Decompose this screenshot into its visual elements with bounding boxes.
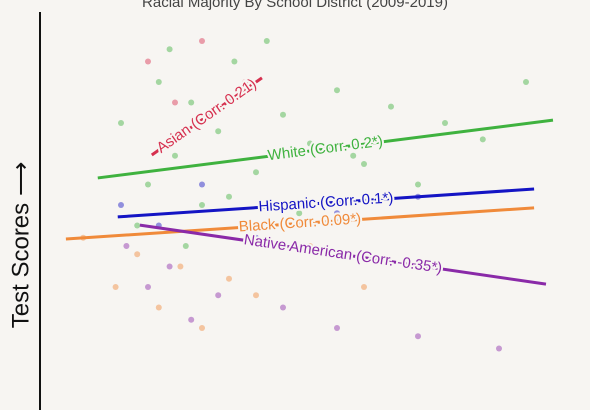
y-axis-label: Test Scores ⟶ xyxy=(7,162,34,328)
scatter-point xyxy=(242,79,249,85)
trend-line xyxy=(150,76,263,157)
scatter-point xyxy=(280,111,286,118)
scatter-point xyxy=(307,243,313,249)
scatter-point xyxy=(415,181,421,188)
scatter-point xyxy=(296,210,303,217)
trend-line xyxy=(65,206,535,241)
trend-line xyxy=(139,223,547,286)
scatter-point xyxy=(226,193,232,200)
scatter-point xyxy=(118,202,124,208)
scatter-point xyxy=(523,79,529,85)
scatter-point xyxy=(215,128,222,135)
scatter-point xyxy=(134,222,141,229)
scatter-point xyxy=(442,120,448,126)
scatter-point xyxy=(199,181,205,188)
scatter-point xyxy=(188,99,195,106)
scatter-point xyxy=(280,304,286,311)
scatter-point xyxy=(334,87,340,94)
scatter-point xyxy=(361,161,367,167)
scatter-point xyxy=(350,152,357,159)
scatter-point xyxy=(199,325,205,331)
scatter-point xyxy=(182,243,189,249)
scatter-point xyxy=(118,120,124,126)
scatter-point xyxy=(172,152,178,159)
scatter-point xyxy=(334,210,340,217)
scatter-point xyxy=(253,234,259,241)
scatter-point xyxy=(263,38,270,44)
scatter-point xyxy=(145,58,151,65)
scatter-point xyxy=(361,284,367,290)
scatter-point xyxy=(172,99,178,106)
scatter-point xyxy=(253,292,259,299)
scatter-point xyxy=(226,275,232,282)
scatter-point xyxy=(307,140,313,147)
scatter-point xyxy=(199,202,205,208)
scatter-point xyxy=(155,304,162,311)
scatter-point xyxy=(415,333,421,340)
chart-title: Racial Majority By School District (2009… xyxy=(142,0,448,11)
scatter-point xyxy=(188,316,195,323)
scatter-point xyxy=(231,58,238,65)
scatter-point xyxy=(145,284,151,290)
scatter-point xyxy=(334,325,340,331)
trend-line xyxy=(117,187,535,219)
scatter-point xyxy=(199,38,205,44)
scatter-point xyxy=(496,345,502,352)
scatter-point xyxy=(112,284,119,290)
scatter-point xyxy=(177,263,184,270)
trend-line xyxy=(97,118,554,180)
scatter-point xyxy=(155,79,162,85)
scatter-point xyxy=(166,46,173,53)
scatter-point xyxy=(145,181,151,188)
scatter-point xyxy=(253,169,259,176)
scatter-point xyxy=(134,251,141,258)
scatter-point xyxy=(215,292,222,299)
scatter-point xyxy=(123,243,130,249)
scatter-point xyxy=(388,103,394,110)
scatter-point xyxy=(166,263,173,270)
scatter-point xyxy=(479,136,486,143)
